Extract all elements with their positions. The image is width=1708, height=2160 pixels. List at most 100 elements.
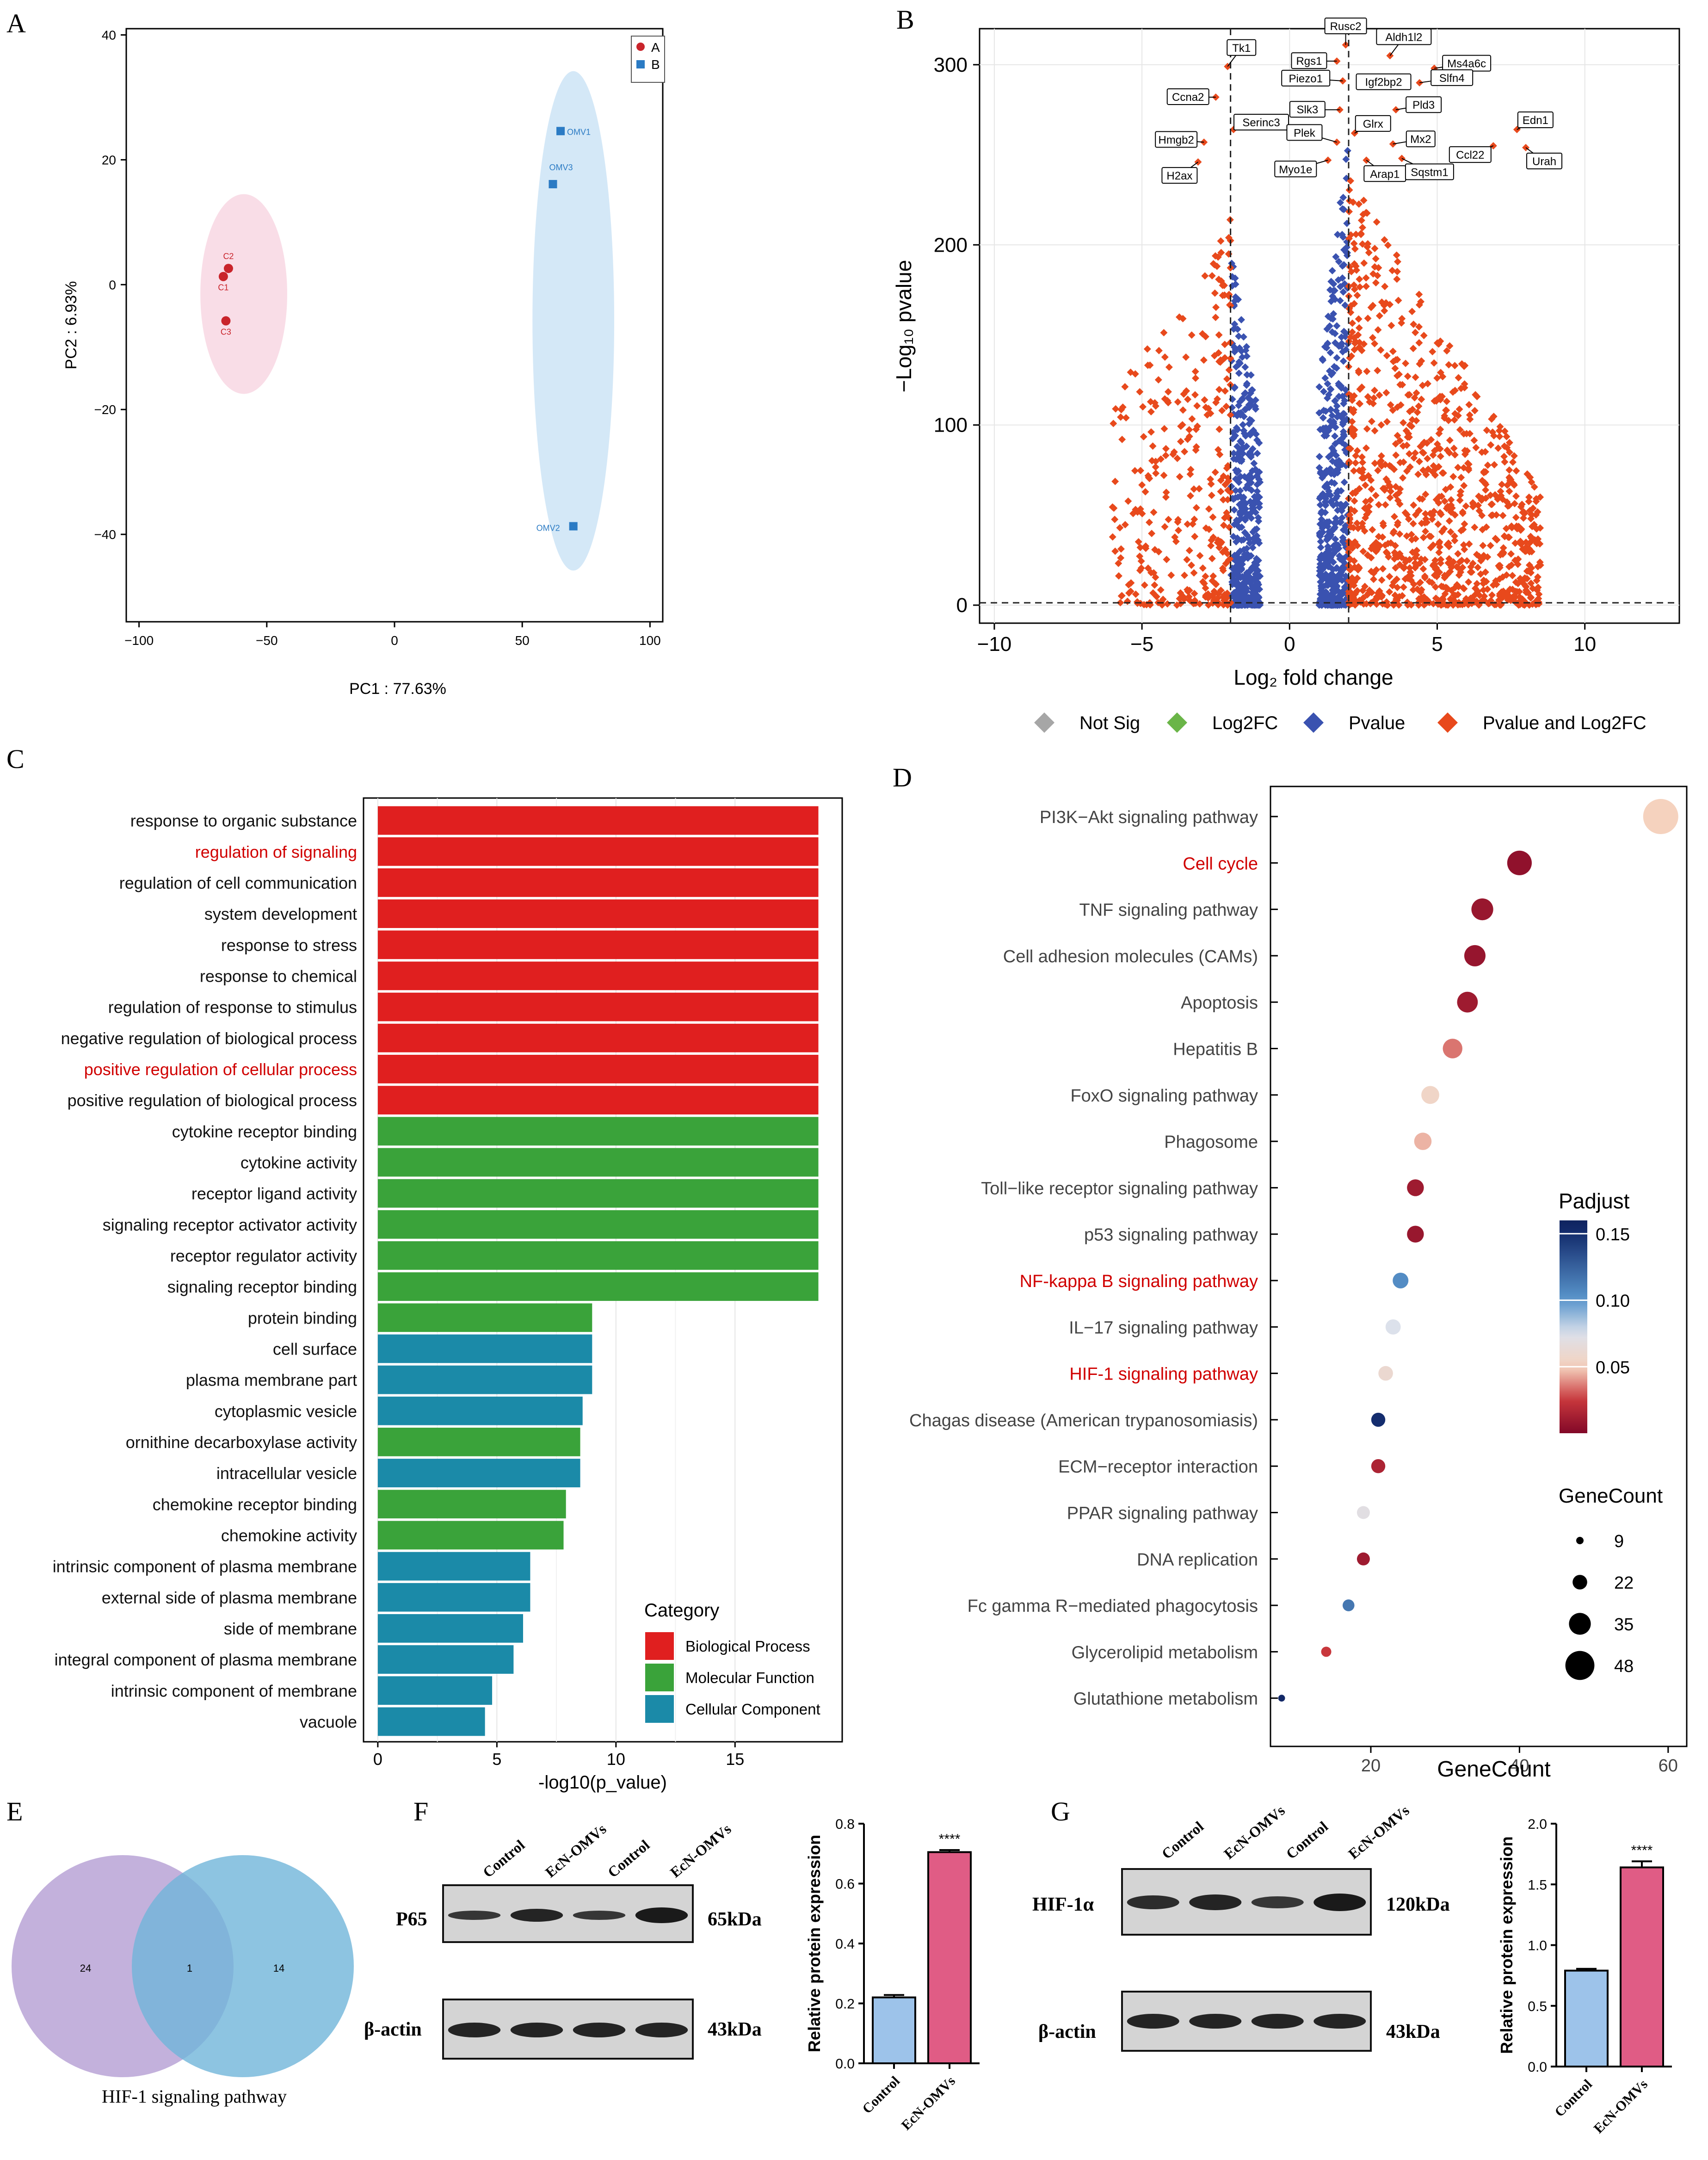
volcano-point-pvalue: [1239, 573, 1246, 581]
kegg-pathway-label: DNA replication: [1137, 1550, 1258, 1570]
volcano-point-pvalue-log2fc: [1505, 487, 1513, 495]
volcano-point-pvalue-log2fc: [1149, 442, 1157, 450]
volcano-point-pvalue-log2fc: [1403, 467, 1411, 475]
volcano-point-pvalue-log2fc: [1495, 596, 1503, 604]
volcano-point-pvalue-log2fc: [1224, 486, 1232, 494]
volcano-point-pvalue-log2fc: [1174, 398, 1182, 406]
blot-hif-actin-kda: 43kDa: [1386, 2021, 1440, 2042]
volcano-point-pvalue-log2fc: [1487, 501, 1495, 508]
kegg-size-marker: [1576, 1537, 1584, 1544]
volcano-point-pvalue-log2fc: [1467, 563, 1475, 571]
volcano-point-pvalue-log2fc: [1201, 272, 1209, 280]
volcano-point-pvalue-log2fc: [1358, 453, 1366, 461]
volcano-point-pvalue: [1327, 422, 1335, 430]
kegg-pathway-label: ECM−receptor interaction: [1058, 1457, 1258, 1477]
volcano-point-pvalue-log2fc: [1222, 402, 1230, 410]
kegg-pathway-label: FoxO signaling pathway: [1070, 1086, 1258, 1106]
volcano-point-pvalue-log2fc: [1396, 530, 1404, 538]
volcano-point-pvalue-log2fc: [1451, 410, 1459, 418]
volcano-point-pvalue-log2fc: [1216, 451, 1224, 458]
volcano-point-pvalue-log2fc: [1224, 496, 1232, 504]
volcano-point-pvalue: [1338, 262, 1346, 270]
go-category-label: response to chemical: [200, 966, 357, 985]
volcano-point-pvalue-log2fc: [1199, 564, 1207, 572]
volcano-point-pvalue-log2fc: [1369, 400, 1377, 408]
volcano-point-pvalue-log2fc: [1188, 415, 1196, 423]
pca-plot: C2 C1 C3 OMV1 OMV3 OMV2 −100 −50 0 50 100 −40 −20 0 2…: [62, 28, 665, 698]
volcano-gene-label: Slfn4: [1439, 72, 1465, 85]
volcano-point-pvalue-log2fc: [1198, 330, 1206, 338]
volcano-point-pvalue: [1334, 593, 1342, 600]
go-legend-label: Biological Process: [685, 1638, 810, 1655]
volcano-point-pvalue-log2fc: [1217, 488, 1225, 495]
volcano-point-pvalue: [1339, 428, 1347, 436]
volcano-point-pvalue-log2fc: [1370, 394, 1378, 402]
go-category-label: cytoplasmic vesicle: [215, 1402, 357, 1421]
volcano-point-pvalue-log2fc: [1152, 470, 1160, 477]
volcano-point-pvalue: [1332, 407, 1340, 415]
volcano-point-pvalue: [1240, 429, 1248, 437]
kegg-pathway-label: PPAR signaling pathway: [1067, 1504, 1258, 1523]
go-category-label: intrinsic component of plasma membrane: [53, 1557, 357, 1576]
volcano-point-pvalue-log2fc: [1111, 547, 1119, 555]
volcano-point-pvalue-log2fc: [1176, 473, 1184, 481]
kegg-dot: [1471, 898, 1493, 921]
volcano-point-pvalue-log2fc: [1392, 551, 1400, 559]
volcano-point-pvalue-log2fc: [1466, 411, 1474, 419]
volcano-point-pvalue-log2fc: [1155, 548, 1163, 556]
volcano-point-pvalue-log2fc: [1480, 580, 1487, 588]
volcano-legend-label: Pvalue: [1349, 713, 1405, 733]
volcano-legend-label: Pvalue and Log2FC: [1483, 713, 1646, 733]
volcano-point-pvalue: [1325, 558, 1332, 566]
volcano-gene-label: Serinc3: [1242, 117, 1280, 129]
blot-lane-label: EcN-OMVs: [1345, 1802, 1412, 1862]
go-bar: [377, 1055, 819, 1083]
volcano-point-pvalue-log2fc: [1523, 575, 1531, 582]
volcano-point-pvalue-log2fc: [1502, 525, 1510, 532]
volcano-point-pvalue-log2fc: [1525, 497, 1533, 505]
go-bar: [377, 837, 819, 866]
bar-y-tick-label: 2.0: [1528, 1817, 1547, 1832]
volcano-point-pvalue-log2fc: [1165, 515, 1172, 523]
volcano-point-pvalue: [1338, 507, 1346, 515]
volcano-point-pvalue-log2fc: [1355, 324, 1363, 332]
volcano-point-pvalue-log2fc: [1454, 550, 1462, 557]
volcano-point-pvalue: [1332, 548, 1339, 556]
volcano-point-pvalue: [1329, 315, 1337, 323]
volcano-point-pvalue: [1253, 468, 1261, 476]
volcano-point-pvalue: [1319, 356, 1327, 364]
volcano-point-pvalue-log2fc: [1392, 564, 1400, 572]
blot-band: [1189, 1894, 1242, 1910]
blot-band: [635, 2023, 688, 2037]
volcano-point-pvalue-log2fc: [1148, 457, 1156, 464]
volcano-point-pvalue-log2fc: [1218, 407, 1226, 415]
volcano-point-pvalue-log2fc: [1460, 482, 1468, 489]
volcano-point-pvalue-log2fc: [1427, 436, 1435, 444]
volcano-point-pvalue-log2fc: [1142, 545, 1150, 552]
volcano-point-pvalue-log2fc: [1415, 291, 1423, 298]
volcano-point-pvalue-log2fc: [1349, 489, 1357, 497]
volcano-point-pvalue-log2fc: [1393, 372, 1401, 380]
volcano-point-pvalue-log2fc: [1389, 347, 1397, 355]
volcano-point-pvalue-log2fc: [1136, 566, 1144, 574]
volcano-point-pvalue: [1315, 383, 1323, 391]
volcano-gene-label: Ccl22: [1456, 149, 1484, 161]
volcano-point-pvalue-log2fc: [1394, 496, 1402, 504]
bar-y-tick-label: 0.0: [1528, 2060, 1547, 2075]
volcano-point-pvalue-log2fc: [1172, 538, 1180, 545]
pca-legend: [631, 36, 665, 83]
volcano-gene-label: Glrx: [1363, 118, 1383, 130]
kegg-pathway-label: HIF-1 signaling pathway: [1069, 1365, 1258, 1384]
volcano-point-pvalue: [1237, 316, 1245, 324]
volcano-point-pvalue-log2fc: [1163, 556, 1171, 563]
kegg-pathway-label: Hepatitis B: [1173, 1040, 1258, 1059]
go-bar: [377, 1365, 592, 1394]
volcano-point-pvalue-log2fc: [1406, 450, 1413, 458]
volcano-point-pvalue: [1255, 503, 1263, 511]
volcano-point-pvalue-log2fc: [1350, 346, 1358, 353]
volcano-point-pvalue-log2fc: [1436, 568, 1443, 576]
volcano-point-pvalue-log2fc: [1213, 395, 1221, 403]
volcano-point-pvalue: [1247, 552, 1255, 560]
volcano-point-pvalue-log2fc: [1189, 520, 1196, 528]
